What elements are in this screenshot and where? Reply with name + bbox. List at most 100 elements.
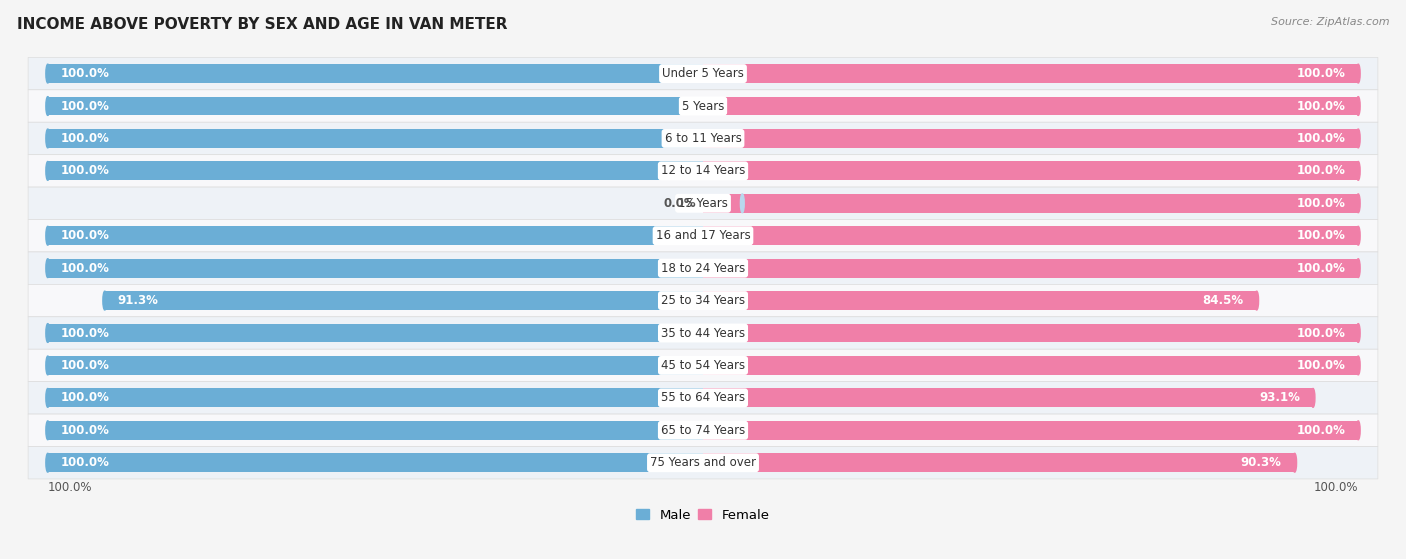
Circle shape bbox=[46, 421, 49, 440]
Bar bbox=[703, 129, 1358, 148]
Bar bbox=[703, 259, 1358, 278]
Bar bbox=[48, 356, 703, 375]
FancyBboxPatch shape bbox=[28, 349, 1378, 382]
Circle shape bbox=[46, 324, 49, 343]
Bar bbox=[703, 162, 1358, 180]
Text: 93.1%: 93.1% bbox=[1258, 391, 1301, 404]
Text: 100.0%: 100.0% bbox=[60, 262, 110, 274]
Text: 100.0%: 100.0% bbox=[60, 164, 110, 177]
Bar bbox=[703, 64, 1358, 83]
FancyBboxPatch shape bbox=[28, 382, 1378, 414]
Bar bbox=[48, 226, 703, 245]
FancyBboxPatch shape bbox=[28, 447, 1378, 479]
Circle shape bbox=[1312, 389, 1315, 408]
FancyBboxPatch shape bbox=[28, 414, 1378, 447]
FancyBboxPatch shape bbox=[28, 58, 1378, 90]
Bar bbox=[48, 324, 703, 343]
Circle shape bbox=[46, 64, 49, 83]
Text: 100.0%: 100.0% bbox=[60, 67, 110, 80]
Text: 100.0%: 100.0% bbox=[60, 326, 110, 339]
Text: 100.0%: 100.0% bbox=[1296, 262, 1346, 274]
Bar bbox=[48, 162, 703, 180]
Circle shape bbox=[1357, 64, 1360, 83]
FancyBboxPatch shape bbox=[28, 252, 1378, 285]
Bar bbox=[703, 356, 1358, 375]
Text: 100.0%: 100.0% bbox=[1296, 67, 1346, 80]
Circle shape bbox=[1357, 259, 1360, 278]
Text: 100.0%: 100.0% bbox=[60, 391, 110, 404]
Text: 6 to 11 Years: 6 to 11 Years bbox=[665, 132, 741, 145]
Circle shape bbox=[1357, 162, 1360, 180]
Text: 16 and 17 Years: 16 and 17 Years bbox=[655, 229, 751, 242]
Text: 45 to 54 Years: 45 to 54 Years bbox=[661, 359, 745, 372]
Text: 100.0%: 100.0% bbox=[48, 481, 93, 494]
Text: 100.0%: 100.0% bbox=[60, 359, 110, 372]
Text: 100.0%: 100.0% bbox=[1296, 100, 1346, 112]
Circle shape bbox=[46, 162, 49, 180]
Circle shape bbox=[46, 226, 49, 245]
Text: 100.0%: 100.0% bbox=[1296, 197, 1346, 210]
Text: 12 to 14 Years: 12 to 14 Years bbox=[661, 164, 745, 177]
Text: 100.0%: 100.0% bbox=[60, 456, 110, 469]
Circle shape bbox=[1254, 291, 1258, 310]
Bar bbox=[105, 291, 703, 310]
FancyBboxPatch shape bbox=[28, 317, 1378, 349]
Text: Source: ZipAtlas.com: Source: ZipAtlas.com bbox=[1271, 17, 1389, 27]
Text: 100.0%: 100.0% bbox=[1296, 359, 1346, 372]
FancyBboxPatch shape bbox=[28, 220, 1378, 252]
Circle shape bbox=[1292, 453, 1296, 472]
Text: 100.0%: 100.0% bbox=[1296, 164, 1346, 177]
Bar bbox=[703, 324, 1358, 343]
Bar bbox=[48, 129, 703, 148]
Text: 0.0%: 0.0% bbox=[664, 197, 696, 210]
Text: Under 5 Years: Under 5 Years bbox=[662, 67, 744, 80]
Text: 25 to 34 Years: 25 to 34 Years bbox=[661, 294, 745, 307]
Bar bbox=[48, 389, 703, 408]
Bar bbox=[48, 97, 703, 115]
Circle shape bbox=[1357, 129, 1360, 148]
FancyBboxPatch shape bbox=[28, 155, 1378, 187]
Circle shape bbox=[1357, 421, 1360, 440]
Bar bbox=[703, 389, 1313, 408]
Text: 15 Years: 15 Years bbox=[678, 197, 728, 210]
Circle shape bbox=[1357, 356, 1360, 375]
Text: 5 Years: 5 Years bbox=[682, 100, 724, 112]
Circle shape bbox=[1357, 97, 1360, 115]
Bar bbox=[703, 226, 1358, 245]
Bar bbox=[703, 453, 1295, 472]
Circle shape bbox=[1357, 194, 1360, 213]
Bar bbox=[703, 194, 742, 213]
Bar bbox=[48, 421, 703, 440]
Text: 100.0%: 100.0% bbox=[1296, 132, 1346, 145]
Text: INCOME ABOVE POVERTY BY SEX AND AGE IN VAN METER: INCOME ABOVE POVERTY BY SEX AND AGE IN V… bbox=[17, 17, 508, 32]
Text: 100.0%: 100.0% bbox=[60, 132, 110, 145]
Text: 18 to 24 Years: 18 to 24 Years bbox=[661, 262, 745, 274]
Text: 75 Years and over: 75 Years and over bbox=[650, 456, 756, 469]
Text: 100.0%: 100.0% bbox=[1296, 326, 1346, 339]
Text: 100.0%: 100.0% bbox=[1313, 481, 1358, 494]
Text: 65 to 74 Years: 65 to 74 Years bbox=[661, 424, 745, 437]
Bar bbox=[703, 291, 1257, 310]
Circle shape bbox=[46, 129, 49, 148]
Circle shape bbox=[46, 259, 49, 278]
Circle shape bbox=[1357, 226, 1360, 245]
Circle shape bbox=[1357, 324, 1360, 343]
Bar bbox=[703, 421, 1358, 440]
Text: 100.0%: 100.0% bbox=[1296, 229, 1346, 242]
Circle shape bbox=[46, 356, 49, 375]
Circle shape bbox=[46, 453, 49, 472]
Text: 100.0%: 100.0% bbox=[1296, 424, 1346, 437]
FancyBboxPatch shape bbox=[28, 187, 1378, 220]
FancyBboxPatch shape bbox=[28, 122, 1378, 155]
Bar bbox=[48, 259, 703, 278]
Circle shape bbox=[46, 389, 49, 408]
Bar bbox=[703, 97, 1358, 115]
Text: 90.3%: 90.3% bbox=[1240, 456, 1282, 469]
Text: 100.0%: 100.0% bbox=[60, 424, 110, 437]
Bar bbox=[48, 453, 703, 472]
Text: 35 to 44 Years: 35 to 44 Years bbox=[661, 326, 745, 339]
FancyBboxPatch shape bbox=[28, 285, 1378, 317]
Text: 55 to 64 Years: 55 to 64 Years bbox=[661, 391, 745, 404]
Text: 91.3%: 91.3% bbox=[118, 294, 159, 307]
Legend: Male, Female: Male, Female bbox=[631, 504, 775, 527]
